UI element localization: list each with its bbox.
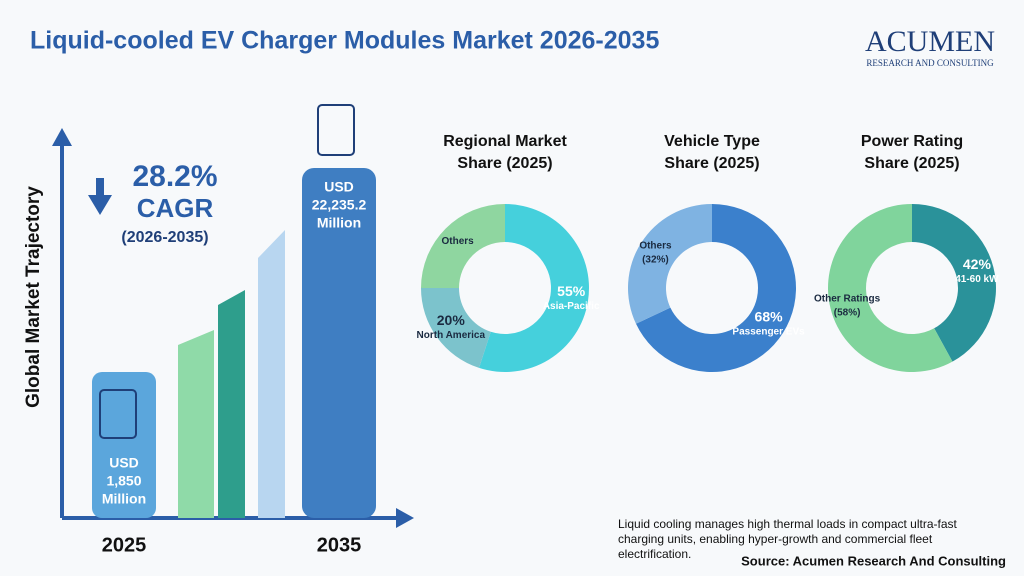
y-arrow bbox=[52, 128, 72, 146]
bar-deco bbox=[178, 330, 214, 518]
bar-deco bbox=[218, 290, 245, 518]
category-label: Others bbox=[639, 241, 672, 252]
value-label: 20% bbox=[437, 312, 466, 328]
donut-title: Share (2025) bbox=[457, 155, 552, 172]
axis-label: Global Market Trajectory bbox=[23, 186, 44, 408]
donut-segment bbox=[635, 204, 796, 373]
logo-sub: RESEARCH AND CONSULTING bbox=[866, 58, 994, 68]
category-label: Other Ratings bbox=[814, 293, 881, 304]
donut-segment bbox=[421, 204, 505, 288]
up-arrow bbox=[88, 178, 112, 215]
charger-icon bbox=[99, 389, 137, 439]
donut-title: Regional Market bbox=[443, 133, 567, 150]
category-label: Asia-Pacific bbox=[543, 301, 600, 312]
value-label: 42% bbox=[963, 256, 992, 272]
start-value: USD bbox=[109, 455, 139, 471]
value-label: (58%) bbox=[834, 307, 861, 318]
end-value: USD bbox=[324, 179, 354, 195]
donut-title: Vehicle Type bbox=[664, 133, 760, 150]
donut-segment bbox=[628, 204, 712, 324]
x-arrow bbox=[396, 508, 414, 528]
donut-segment bbox=[421, 288, 491, 368]
donut-title: Power Rating bbox=[861, 133, 963, 150]
bar-deco bbox=[258, 230, 285, 518]
note: Liquid cooling manages high thermal load… bbox=[618, 517, 958, 531]
donut-segment bbox=[479, 204, 590, 372]
end-value: Million bbox=[317, 215, 361, 231]
category-label: Passenger EVs bbox=[732, 327, 805, 338]
donut-segment bbox=[828, 204, 953, 373]
end-year: 2035 bbox=[317, 534, 362, 556]
category-label: 41-60 kW bbox=[955, 274, 999, 285]
donut-segment bbox=[912, 204, 997, 362]
bar-start bbox=[92, 372, 156, 518]
category-label: Others bbox=[442, 236, 475, 247]
start-year: 2025 bbox=[102, 534, 147, 556]
charger-icon bbox=[317, 104, 355, 156]
start-value: 1,850 bbox=[106, 473, 141, 489]
cagr-period: (2026-2035) bbox=[121, 229, 208, 246]
title: Liquid-cooled EV Charger Modules Market … bbox=[30, 27, 659, 55]
value-label: (32%) bbox=[642, 255, 669, 266]
donut-title: Share (2025) bbox=[864, 155, 959, 172]
end-value: 22,235.2 bbox=[312, 197, 367, 213]
logo: ACUMEN bbox=[865, 25, 995, 58]
cagr-value: 28.2% bbox=[132, 160, 217, 193]
category-label: North America bbox=[417, 330, 486, 341]
cagr-word: CAGR bbox=[137, 193, 214, 223]
bar-end bbox=[302, 168, 376, 518]
note: charging units, enabling hyper-growth an… bbox=[618, 532, 933, 546]
source: Source: Acumen Research And Consulting bbox=[741, 553, 1006, 568]
start-value: Million bbox=[102, 491, 146, 507]
value-label: 68% bbox=[755, 309, 784, 325]
note: electrification. bbox=[618, 547, 691, 561]
donut-title: Share (2025) bbox=[664, 155, 759, 172]
value-label: 55% bbox=[557, 283, 586, 299]
